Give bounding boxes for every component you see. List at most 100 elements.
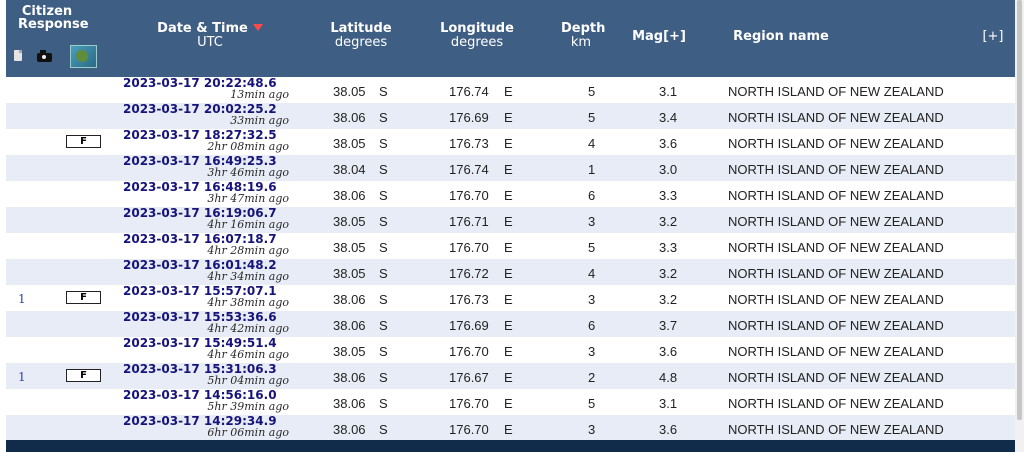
response-label: Response (18, 17, 89, 32)
datetime-cell[interactable]: 2023-03-17 15:53:36.6 4hr 42min ago (123, 311, 289, 335)
datetime-cell[interactable]: 2023-03-17 15:49:51.4 4hr 46min ago (123, 337, 289, 361)
felt-report-button[interactable]: F (66, 135, 101, 148)
datetime-cell[interactable]: 2023-03-17 20:02:25.2 33min ago (123, 103, 289, 127)
region-name: NORTH ISLAND OF NEW ZEALAND (728, 396, 944, 411)
datetime-cell[interactable]: 2023-03-17 15:31:06.3 5hr 04min ago (123, 363, 289, 387)
latitude-value: 38.05 (333, 266, 366, 281)
magnitude-value: 3.1 (659, 84, 678, 99)
region-name: NORTH ISLAND OF NEW ZEALAND (728, 292, 944, 307)
table-row[interactable]: 2023-03-17 16:01:48.2 4hr 34min ago 38.05 S… (6, 259, 1015, 285)
mag-header[interactable]: Mag[+] (632, 30, 686, 44)
datetime-cell[interactable]: 2023-03-17 16:07:18.7 4hr 28min ago (123, 233, 289, 257)
event-datetime[interactable]: 2023-03-17 15:31:06.3 (123, 362, 277, 376)
latitude-direction: S (379, 422, 388, 437)
datetime-cell[interactable]: 2023-03-17 16:49:25.3 3hr 46min ago (123, 155, 289, 179)
longitude-direction: E (504, 318, 513, 333)
citizen-count[interactable]: 1 (18, 292, 26, 306)
event-datetime[interactable]: 2023-03-17 14:29:34.9 (123, 414, 277, 428)
time-ago: 3hr 47min ago (207, 192, 289, 205)
citizen-count[interactable]: 1 (18, 370, 26, 384)
latitude-direction: S (379, 214, 388, 229)
region-name: NORTH ISLAND OF NEW ZEALAND (728, 422, 944, 437)
event-datetime[interactable]: 2023-03-17 18:27:32.5 (123, 128, 277, 142)
longitude-value: 176.67 (449, 370, 489, 385)
magnitude-value: 3.0 (659, 162, 678, 177)
table-row[interactable]: 2023-03-17 15:53:36.6 4hr 42min ago 38.06 S… (6, 311, 1015, 337)
event-datetime[interactable]: 2023-03-17 15:57:07.1 (123, 284, 277, 298)
magnitude-value: 3.7 (659, 318, 678, 333)
depth-value: 5 (588, 110, 596, 125)
longitude-direction: E (504, 344, 513, 359)
time-ago: 4hr 46min ago (207, 348, 289, 361)
longitude-value: 176.70 (449, 344, 489, 359)
table-row[interactable]: 1 F 2023-03-17 15:31:06.3 5hr 04min ago 38.0… (6, 363, 1015, 389)
table-row[interactable]: 2023-03-17 20:22:48.6 13min ago 38.05 S 176.… (6, 77, 1015, 103)
table-row[interactable]: 2023-03-17 14:56:16.0 5hr 39min ago 38.06 S… (6, 389, 1015, 415)
depth-value: 3 (588, 344, 596, 359)
map-icon[interactable] (70, 45, 97, 68)
datetime-cell[interactable]: 2023-03-17 18:27:32.5 2hr 08min ago (123, 129, 289, 153)
latitude-value: 38.06 (333, 370, 366, 385)
table-row[interactable]: 2023-03-17 16:19:06.7 4hr 16min ago 38.05 S… (6, 207, 1015, 233)
event-datetime[interactable]: 2023-03-17 16:49:25.3 (123, 154, 277, 168)
latitude-direction: S (379, 344, 388, 359)
latitude-value: 38.05 (333, 84, 366, 99)
longitude-direction: E (504, 292, 513, 307)
time-ago: 5hr 39min ago (207, 400, 289, 413)
camera-icon[interactable] (37, 50, 52, 62)
event-datetime[interactable]: 2023-03-17 16:19:06.7 (123, 206, 277, 220)
expand-columns-button[interactable]: [+] (978, 30, 1008, 44)
latitude-value: 38.05 (333, 214, 366, 229)
datetime-cell[interactable]: 2023-03-17 16:01:48.2 4hr 34min ago (123, 259, 289, 283)
latitude-value: 38.05 (333, 240, 366, 255)
event-datetime[interactable]: 2023-03-17 15:49:51.4 (123, 336, 277, 350)
felt-report-button[interactable]: F (66, 369, 101, 382)
table-row[interactable]: 2023-03-17 14:29:34.9 6hr 06min ago 38.06 S… (6, 415, 1015, 441)
magnitude-value: 3.4 (659, 110, 678, 125)
felt-report-button[interactable]: F (66, 291, 101, 304)
latitude-direction: S (379, 240, 388, 255)
document-icon[interactable] (14, 50, 22, 61)
event-datetime[interactable]: 2023-03-17 16:48:19.6 (123, 180, 277, 194)
datetime-cell[interactable]: 2023-03-17 14:56:16.0 5hr 39min ago (123, 389, 289, 413)
longitude-direction: E (504, 266, 513, 281)
longitude-label: Longitude (440, 21, 514, 36)
region-name: NORTH ISLAND OF NEW ZEALAND (728, 214, 944, 229)
datetime-cell[interactable]: 2023-03-17 20:22:48.6 13min ago (123, 77, 289, 101)
datetime-cell[interactable]: 2023-03-17 16:48:19.6 3hr 47min ago (123, 181, 289, 205)
table-row[interactable]: 2023-03-17 16:07:18.7 4hr 28min ago 38.05 S… (6, 233, 1015, 259)
depth-value: 5 (588, 396, 596, 411)
table-row[interactable]: F 2023-03-17 18:27:32.5 2hr 08min ago 38.05… (6, 129, 1015, 155)
scrollbar-thumb[interactable] (1017, 0, 1022, 420)
depth-value: 6 (588, 318, 596, 333)
time-ago: 4hr 16min ago (207, 218, 289, 231)
longitude-direction: E (504, 422, 513, 437)
event-datetime[interactable]: 2023-03-17 15:53:36.6 (123, 310, 277, 324)
citizen-response-header: Citizen Response (18, 5, 89, 32)
table-row[interactable]: 1 F 2023-03-17 15:57:07.1 4hr 38min ago 38.0… (6, 285, 1015, 311)
event-datetime[interactable]: 2023-03-17 14:56:16.0 (123, 388, 277, 402)
event-datetime[interactable]: 2023-03-17 20:22:48.6 (123, 76, 277, 90)
table-row[interactable]: 2023-03-17 16:49:25.3 3hr 46min ago 38.04 S… (6, 155, 1015, 181)
datetime-header[interactable]: Date & Time UTC (150, 22, 270, 50)
time-ago: 13min ago (230, 88, 289, 101)
depth-value: 3 (588, 214, 596, 229)
event-datetime[interactable]: 2023-03-17 16:07:18.7 (123, 232, 277, 246)
event-datetime[interactable]: 2023-03-17 20:02:25.2 (123, 102, 277, 116)
table-row[interactable]: 2023-03-17 16:48:19.6 3hr 47min ago 38.06 S… (6, 181, 1015, 207)
datetime-cell[interactable]: 2023-03-17 15:57:07.1 4hr 38min ago (123, 285, 289, 309)
region-name: NORTH ISLAND OF NEW ZEALAND (728, 162, 944, 177)
table-row[interactable]: 2023-03-17 20:02:25.2 33min ago 38.06 S 176.… (6, 103, 1015, 129)
table-body: 2023-03-17 20:22:48.6 13min ago 38.05 S 176.… (6, 77, 1015, 441)
region-name: NORTH ISLAND OF NEW ZEALAND (728, 344, 944, 359)
region-name: NORTH ISLAND OF NEW ZEALAND (728, 188, 944, 203)
longitude-direction: E (504, 370, 513, 385)
datetime-cell[interactable]: 2023-03-17 14:29:34.9 6hr 06min ago (123, 415, 289, 439)
latitude-value: 38.06 (333, 422, 366, 437)
event-datetime[interactable]: 2023-03-17 16:01:48.2 (123, 258, 277, 272)
longitude-value: 176.73 (449, 292, 489, 307)
magnitude-value: 3.2 (659, 292, 678, 307)
table-row[interactable]: 2023-03-17 15:49:51.4 4hr 46min ago 38.05 S… (6, 337, 1015, 363)
sort-desc-icon[interactable] (252, 24, 263, 31)
datetime-cell[interactable]: 2023-03-17 16:19:06.7 4hr 16min ago (123, 207, 289, 231)
